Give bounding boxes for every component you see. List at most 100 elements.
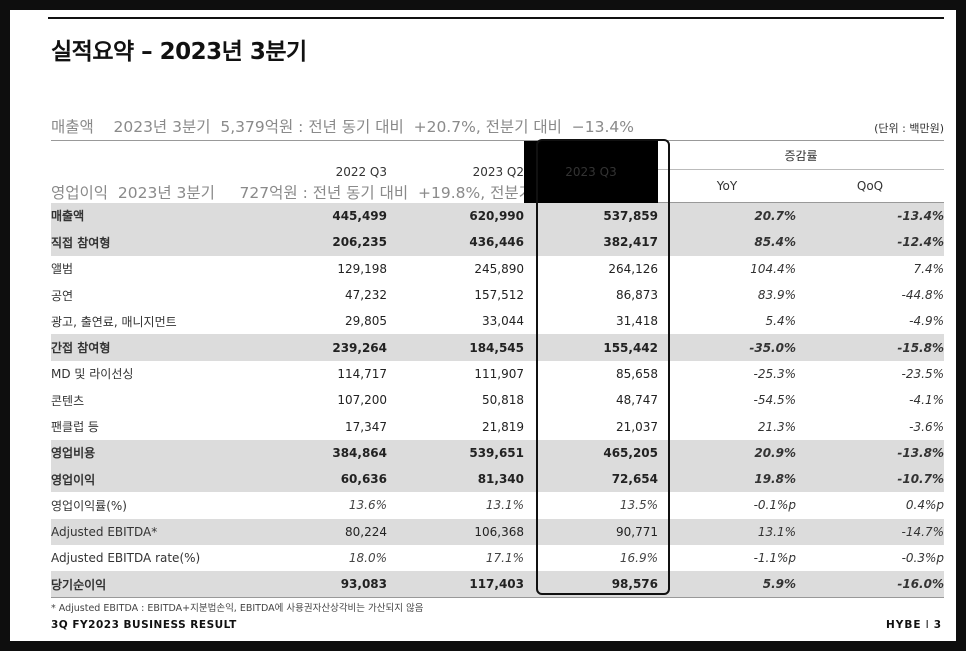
cell-qoq: -44.8% [901, 288, 944, 303]
cell-qoq: 7.4% [913, 261, 945, 276]
row-label: 영업이익 [51, 465, 201, 493]
cell-qoq: -10.7% [796, 465, 944, 493]
cell-2022-q3: 445,499 [201, 202, 387, 230]
cell-2023-q2: 13.1% [485, 498, 524, 513]
cell-yoy: 20.7% [658, 202, 796, 230]
cell-yoy: -0.1%p [753, 498, 796, 513]
cell-yoy: -35.0% [658, 334, 796, 361]
table-body: 매출액 445,499 620,990 537,859 20.7% -13.4% 직접 참여… [51, 202, 944, 599]
cell-2023-q3: 465,205 [524, 439, 658, 466]
cell-qoq: -0.3%p [901, 551, 944, 565]
cell-yoy: 85.4% [658, 229, 796, 256]
row-label: 광고, 출연료, 매니지먼트 [51, 314, 177, 329]
table-row: 간접 참여형 239,264 184,545 155,442 -35.0% -15.8% [51, 334, 944, 361]
cell-2023-q2: 50,818 [482, 393, 524, 408]
cell-2022-q3: 114,717 [337, 366, 387, 381]
row-label: 매출액 [51, 202, 201, 230]
cell-2023-q3: 264,126 [608, 261, 658, 276]
cell-2023-q2: 111,907 [474, 366, 524, 381]
table-row: Adjusted EBITDA rate(%) 18.0% 17.1% 16.9% -1… [51, 545, 944, 571]
cell-2023-q3: 48,747 [616, 393, 658, 408]
cell-2023-q3: 13.5% [619, 498, 658, 513]
cell-2022-q3: 60,636 [201, 465, 387, 493]
cell-2023-q2: 106,368 [387, 518, 524, 545]
footer-report-title: 3Q FY2023 BUSINESS RESULT [51, 619, 237, 631]
table-row: Adjusted EBITDA* 80,224 106,368 90,771 13.1%… [51, 518, 944, 545]
cell-yoy: 5.4% [765, 314, 797, 329]
cell-qoq: -14.7% [796, 518, 944, 545]
header-qoq: QoQ [796, 169, 944, 203]
row-label: 팬클럽 등 [51, 420, 99, 435]
cell-2023-q3: 31,418 [616, 314, 658, 329]
cell-2022-q3: 13.6% [348, 498, 387, 513]
row-label: Adjusted EBITDA rate(%) [51, 551, 201, 565]
table-row: 콘텐츠 107,200 50,818 48,747 -54.5% -4.1% [51, 387, 944, 413]
table-row: 영업이익률(%) 13.6% 13.1% 13.5% -0.1%p 0.4%p [51, 492, 944, 518]
cell-qoq: -16.0% [796, 571, 944, 599]
cell-2023-q2: 539,651 [387, 439, 524, 466]
cell-qoq: -13.8% [796, 439, 944, 466]
cell-2023-q3: 72,654 [524, 465, 658, 493]
header-yoy: YoY [658, 169, 796, 203]
row-label: 간접 참여형 [51, 334, 201, 361]
cell-2023-q3: 85,658 [616, 366, 658, 381]
cell-2022-q3: 93,083 [201, 571, 387, 599]
cell-2022-q3: 47,232 [345, 288, 387, 303]
cell-yoy: 83.9% [757, 288, 796, 303]
table-row: 앨범 129,198 245,890 264,126 104.4% 7.4% [51, 256, 944, 282]
cell-2022-q3: 80,224 [201, 518, 387, 545]
financial-summary-table: 2022 Q3 2023 Q2 2023 Q3 증감률 YoY QoQ 매출액 4… [51, 140, 944, 599]
cell-2023-q2: 620,990 [387, 202, 524, 230]
summary-revenue-line: 매출액 2023년 3분기 5,379억원 : 전년 동기 대비 +20.7%,… [51, 118, 634, 136]
cell-yoy: 13.1% [658, 518, 796, 545]
cell-2022-q3: 17,347 [345, 419, 387, 434]
cell-2023-q2: 21,819 [482, 419, 524, 434]
page-title: 실적요약 – 2023년 3분기 [51, 39, 307, 65]
header-change-rate: 증감률 [658, 140, 944, 170]
header-2022-q3: 2022 Q3 [201, 140, 387, 203]
cell-2022-q3: 18.0% [348, 551, 387, 565]
table-row: 직접 참여형 206,235 436,446 382,417 85.4% -12.4% [51, 229, 944, 256]
cell-2023-q3: 98,576 [524, 571, 658, 599]
cell-2023-q3: 21,037 [616, 419, 658, 434]
cell-2023-q2: 33,044 [482, 314, 524, 329]
row-label: 콘텐츠 [51, 393, 85, 408]
page-number: 3 [933, 619, 942, 631]
cell-qoq: -15.8% [796, 334, 944, 361]
row-label: 공연 [51, 288, 74, 303]
top-divider [48, 17, 944, 19]
cell-2023-q2: 81,340 [387, 465, 524, 493]
cell-2022-q3: 29,805 [345, 314, 387, 329]
cell-2023-q2: 184,545 [387, 334, 524, 361]
cell-yoy: 20.9% [658, 439, 796, 466]
cell-2023-q3: 382,417 [524, 229, 658, 256]
table-row: 당기순이익 93,083 117,403 98,576 5.9% -16.0% [51, 571, 944, 599]
cell-2023-q3: 537,859 [524, 202, 658, 230]
cell-2022-q3: 129,198 [337, 261, 387, 276]
cell-qoq: -4.1% [909, 393, 944, 408]
header-2023-q2: 2023 Q2 [387, 140, 524, 203]
table-row: 매출액 445,499 620,990 537,859 20.7% -13.4% [51, 202, 944, 230]
cell-2023-q3: 90,771 [524, 518, 658, 545]
header-label-column [51, 140, 201, 203]
cell-2023-q2: 117,403 [387, 571, 524, 599]
table-row: MD 및 라이선싱 114,717 111,907 85,658 -25.3% -23.5… [51, 361, 944, 387]
slide: 실적요약 – 2023년 3분기 매출액 2023년 3분기 5,379억원 :… [10, 10, 956, 641]
cell-2022-q3: 206,235 [201, 229, 387, 256]
cell-yoy: 21.3% [757, 419, 796, 434]
cell-qoq: -13.4% [796, 202, 944, 230]
footnote: * Adjusted EBITDA : EBITDA+지분법손익, EBITDA… [51, 603, 424, 614]
row-label: MD 및 라이선싱 [51, 367, 134, 382]
row-label: 직접 참여형 [51, 229, 201, 256]
brand-logo: HYBE [886, 619, 922, 631]
row-label: 당기순이익 [51, 571, 201, 599]
cell-yoy: -1.1%p [753, 551, 796, 565]
row-label: 영업비용 [51, 439, 201, 466]
row-label: Adjusted EBITDA* [51, 518, 201, 545]
cell-2023-q2: 245,890 [474, 261, 524, 276]
table-row: 영업이익 60,636 81,340 72,654 19.8% -10.7% [51, 465, 944, 493]
cell-2022-q3: 239,264 [201, 334, 387, 361]
table-row: 공연 47,232 157,512 86,873 83.9% -44.8% [51, 282, 944, 308]
footer-brand-page: HYBE I 3 [886, 619, 942, 631]
cell-yoy: 5.9% [658, 571, 796, 599]
